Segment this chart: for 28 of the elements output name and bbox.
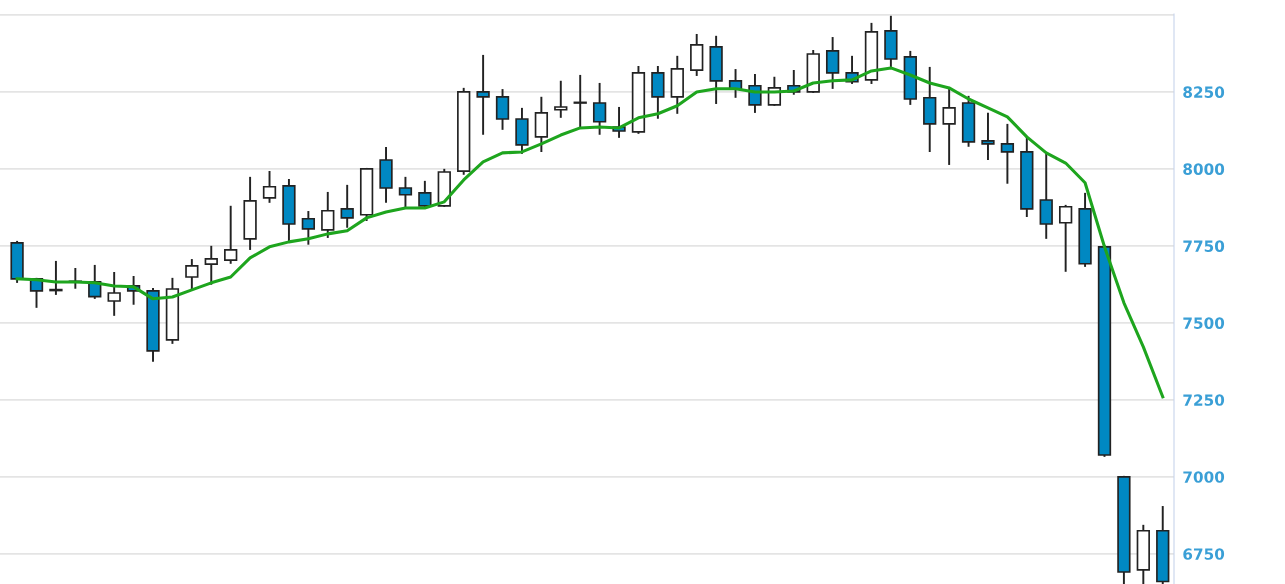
candlestick [185, 259, 199, 291]
candlestick [476, 54, 490, 135]
candlestick [592, 82, 607, 135]
candlestick [398, 176, 413, 208]
y-tick-label: 7500 [1183, 317, 1225, 329]
candlestick [301, 211, 316, 245]
y-tick-label: 6750 [1183, 548, 1225, 560]
y-tick-label: 8000 [1183, 163, 1225, 175]
candlestick [825, 37, 840, 89]
candlestick [107, 272, 121, 316]
candlestick [340, 184, 354, 228]
candlestick [418, 180, 432, 207]
candlestick [1000, 123, 1015, 184]
y-tick-label: 7000 [1183, 471, 1225, 483]
y-tick-label: 7250 [1183, 394, 1225, 406]
candlestick [942, 86, 956, 165]
candlestick [1058, 204, 1073, 272]
y-tick-label: 8250 [1183, 86, 1225, 98]
candlestick [573, 74, 587, 129]
candlestick [224, 205, 238, 264]
candlestick [262, 171, 277, 203]
candlestick [204, 245, 218, 285]
line-series [15, 66, 1165, 399]
candlestick [495, 89, 510, 130]
candlestick [981, 112, 995, 161]
candlestick [554, 80, 568, 118]
y-tick-label: 7750 [1183, 240, 1225, 252]
candlestick [321, 191, 335, 238]
